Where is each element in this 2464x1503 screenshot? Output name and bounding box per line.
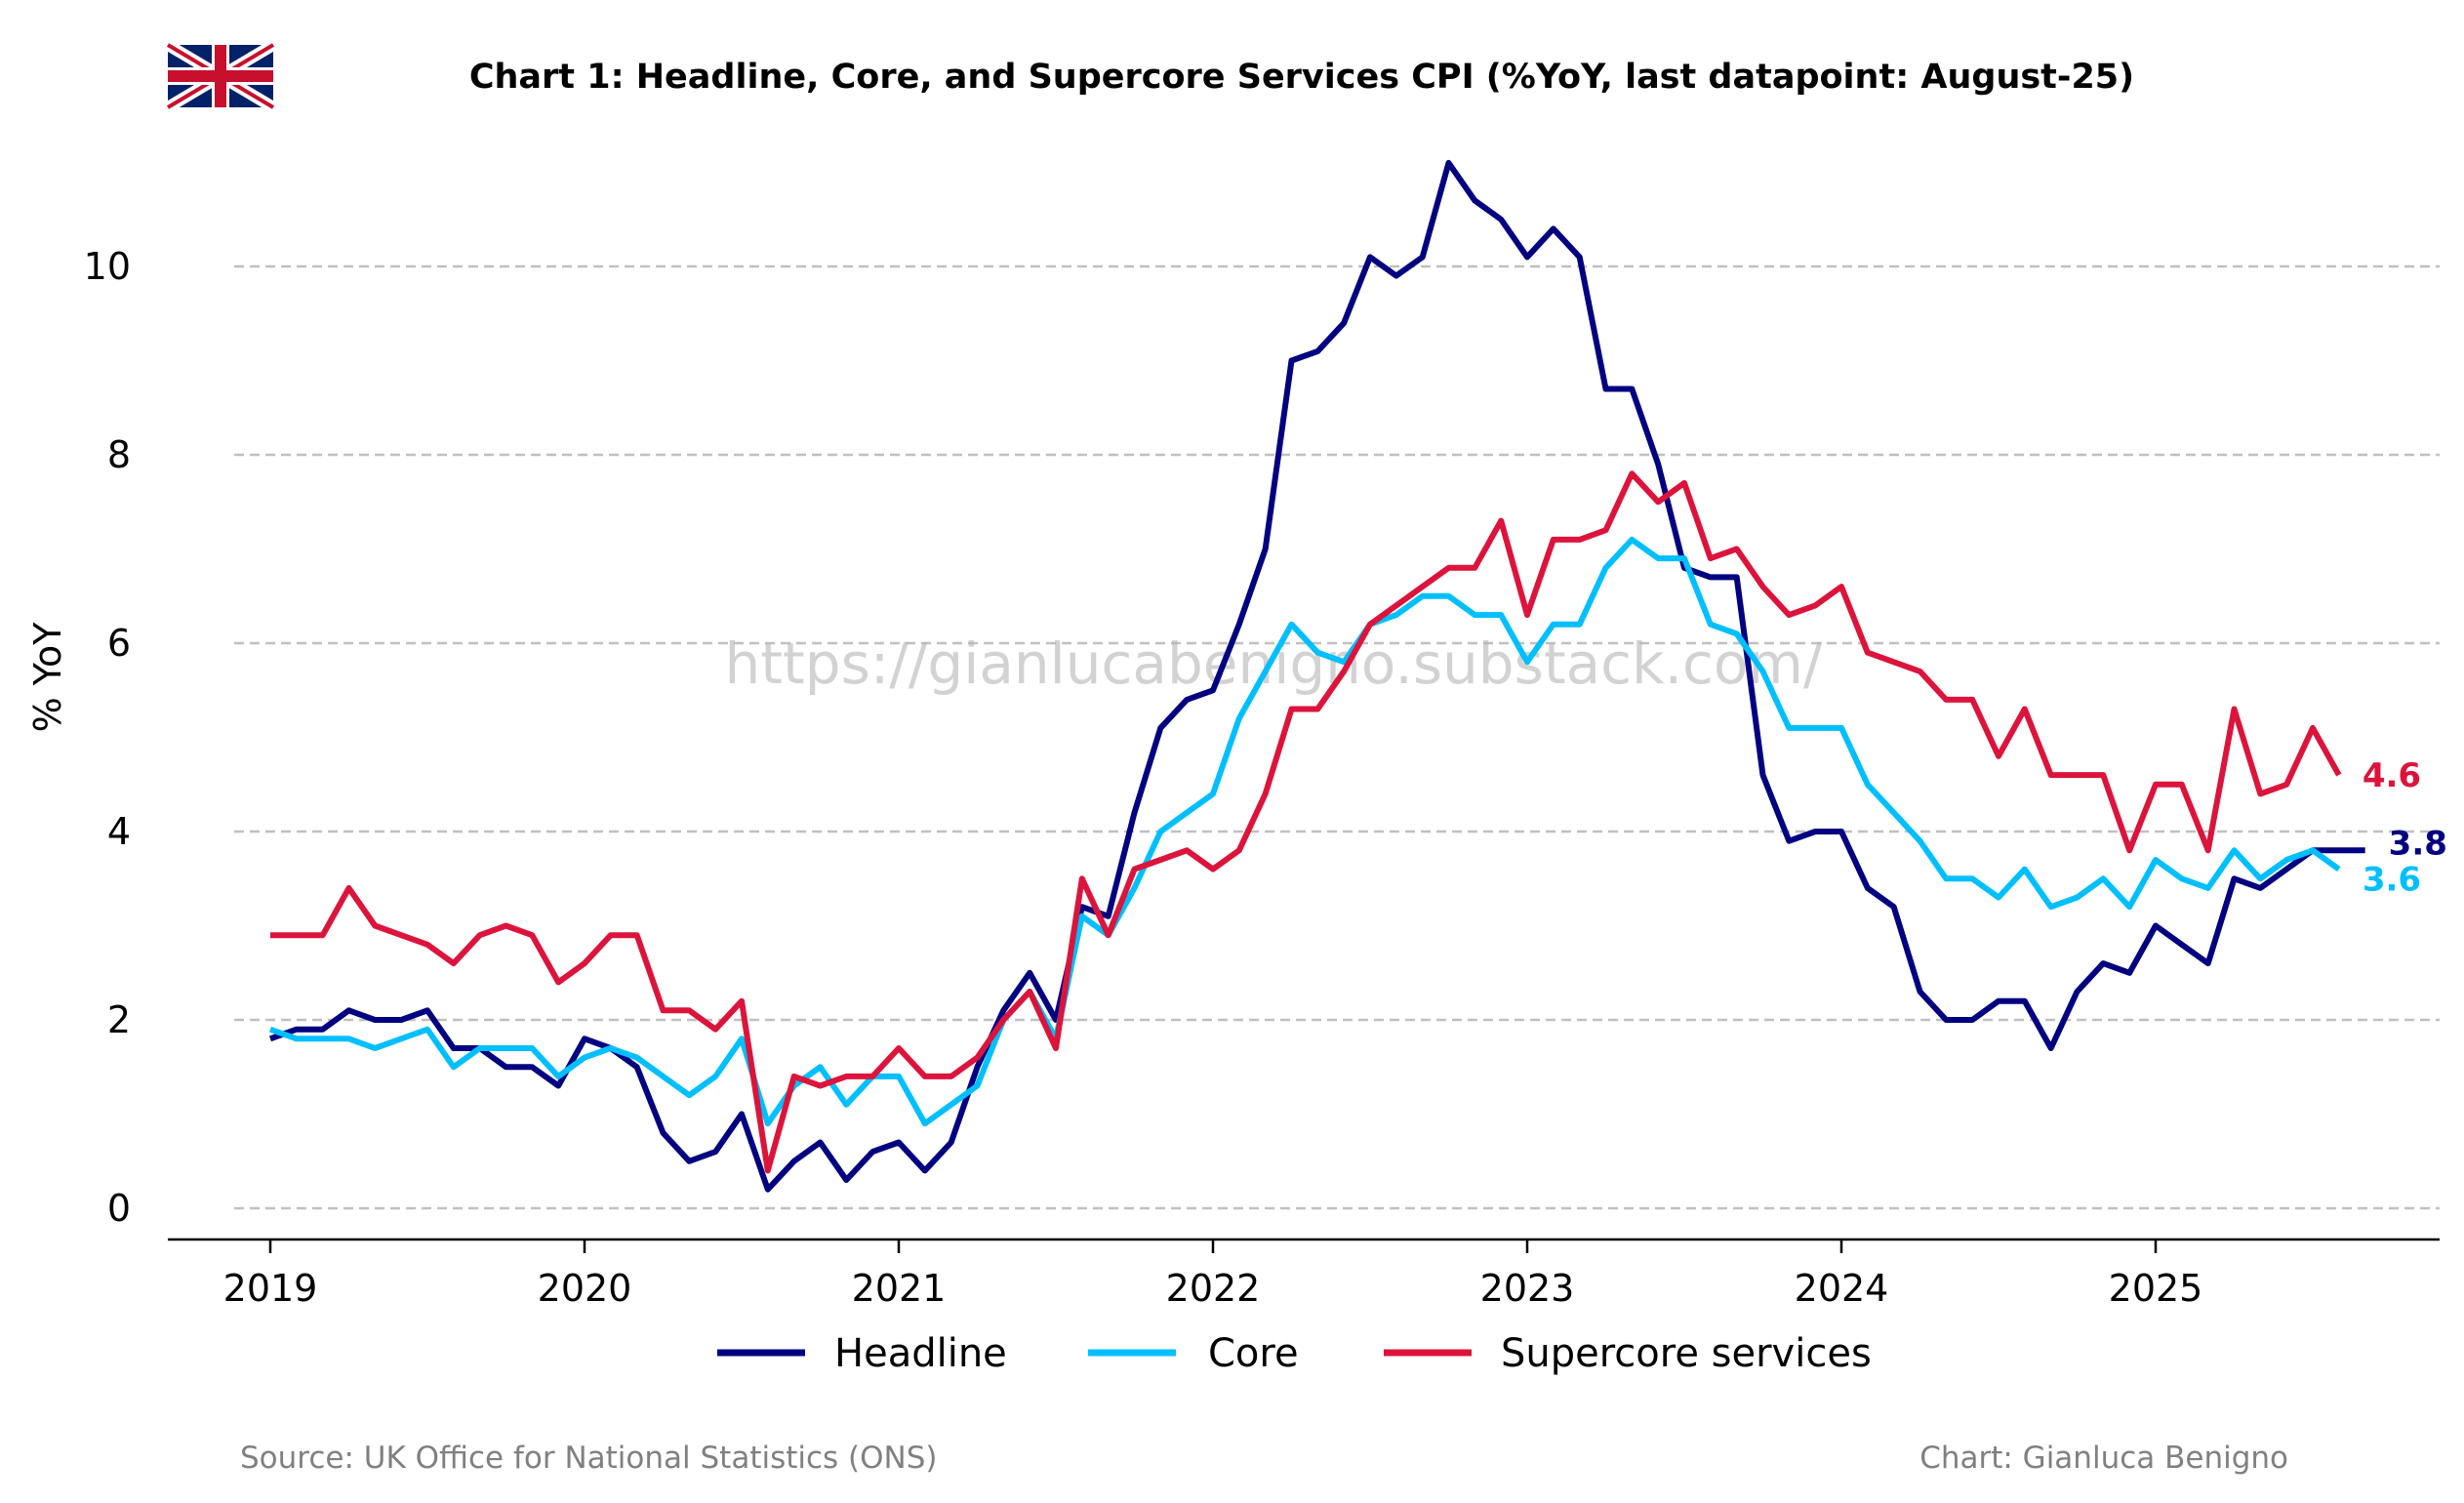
watermark: https://gianlucabenigno.substack.com/ xyxy=(725,630,1823,697)
x-tick-label-2022: 2022 xyxy=(1166,1267,1261,1310)
y-axis-ticks: 0 2 4 6 8 10 xyxy=(84,245,131,1230)
legend-item-core: Core xyxy=(1088,1331,1299,1376)
legend: Headline Core Supercore services xyxy=(717,1331,1872,1376)
y-tick-label-0: 0 xyxy=(107,1187,131,1230)
x-tick-label-2021: 2021 xyxy=(852,1267,947,1310)
x-axis-ticks: 2019 2020 2021 2022 2023 2024 2025 xyxy=(223,1239,2203,1310)
x-tick-label-2023: 2023 xyxy=(1480,1267,1575,1310)
y-tick-label-6: 6 xyxy=(107,622,131,665)
series-layer xyxy=(268,159,2365,1193)
source-note: Source: UK Office for National Statistic… xyxy=(240,1441,938,1476)
y-axis-label: % YoY xyxy=(26,622,69,733)
series-line-core xyxy=(268,536,2341,1127)
legend-label-headline: Headline xyxy=(834,1331,1007,1376)
end-label-headline: 3.8 xyxy=(2389,824,2447,863)
end-label-core: 3.6 xyxy=(2363,861,2421,900)
x-tick-label-2019: 2019 xyxy=(223,1267,318,1310)
legend-item-supercore: Supercore services xyxy=(1384,1331,1872,1376)
legend-item-headline: Headline xyxy=(717,1331,1007,1376)
y-tick-label-2: 2 xyxy=(107,998,131,1041)
series-line-supercore xyxy=(270,470,2342,1174)
series-line-headline xyxy=(268,159,2365,1193)
chart-credit: Chart: Gianluca Benigno xyxy=(1919,1441,2288,1476)
y-tick-label-4: 4 xyxy=(107,810,131,853)
uk-flag-icon xyxy=(164,39,277,113)
end-label-supercore: 4.6 xyxy=(2363,756,2421,795)
y-gridlines xyxy=(234,264,2440,1210)
x-tick-label-2025: 2025 xyxy=(2109,1267,2203,1310)
legend-label-core: Core xyxy=(1208,1331,1299,1376)
x-tick-label-2020: 2020 xyxy=(538,1267,632,1310)
y-tick-label-10: 10 xyxy=(84,245,131,288)
y-tick-label-8: 8 xyxy=(107,433,131,476)
x-tick-label-2024: 2024 xyxy=(1795,1267,1889,1310)
end-labels: 3.83.6 4.6 xyxy=(2363,756,2447,900)
chart-title: Chart 1: Headline, Core, and Supercore S… xyxy=(469,58,2134,97)
legend-label-supercore: Supercore services xyxy=(1501,1331,1872,1376)
